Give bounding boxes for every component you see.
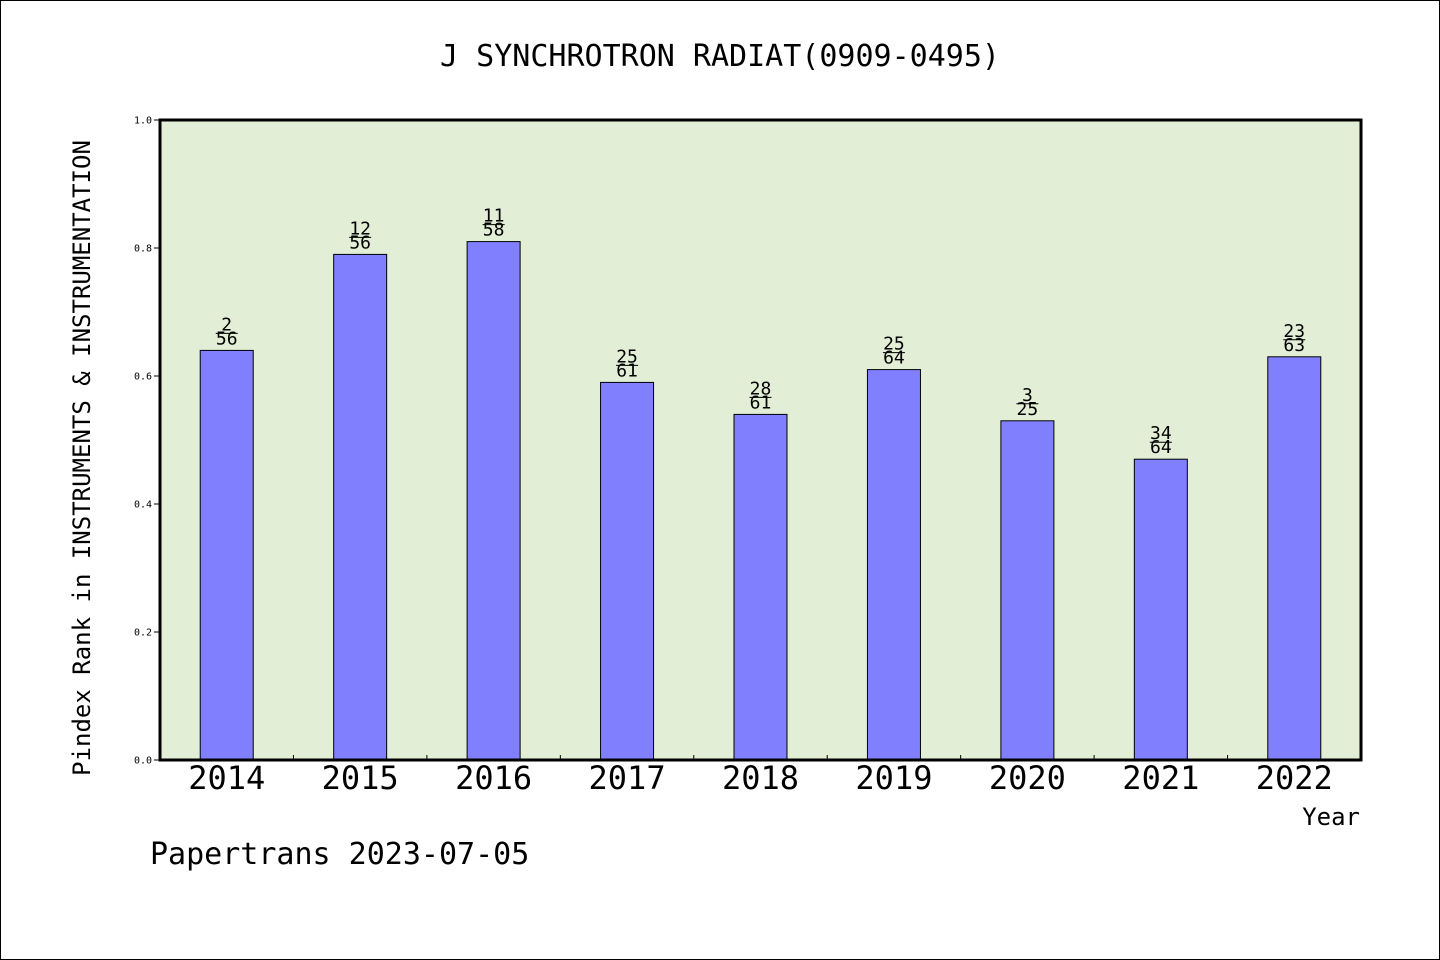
- y-axis-label: Pindex Rank in INSTRUMENTS & INSTRUMENTA…: [68, 140, 96, 776]
- x-tick-label-2022: 2022: [1256, 759, 1333, 797]
- bar-2020: [1000, 420, 1055, 761]
- total-label-2017: 61: [616, 360, 638, 381]
- y-tick-label-0.4: 0.4: [134, 500, 152, 511]
- bar-2015: [333, 253, 388, 761]
- y-tick-label-0.6: 0.6: [134, 372, 152, 383]
- total-label-2020: 25: [1017, 399, 1039, 420]
- total-label-2021: 64: [1150, 437, 1172, 458]
- total-label-2014: 56: [216, 328, 238, 349]
- rank-label-2017: 25: [616, 346, 638, 367]
- x-tick-label-2020: 2020: [989, 759, 1066, 797]
- y-tick-label-1.0: 1.0: [134, 116, 152, 127]
- y-tick-label-0.8: 0.8: [134, 244, 152, 255]
- chart-title: J SYNCHROTRON RADIAT(0909-0495): [440, 39, 1000, 74]
- bar-2018: [733, 413, 788, 761]
- x-tick-label-2017: 2017: [589, 759, 666, 797]
- x-tick-label-2015: 2015: [322, 759, 399, 797]
- y-tick-label-0.0: 0.0: [134, 756, 152, 767]
- rank-label-2015: 12: [349, 218, 371, 239]
- rank-label-2016: 11: [483, 206, 505, 227]
- bar-2021: [1133, 458, 1188, 761]
- bar-2014: [199, 349, 254, 761]
- bar-2019: [866, 369, 921, 761]
- total-label-2016: 58: [483, 220, 505, 241]
- rank-label-2018: 28: [750, 378, 772, 399]
- axis-ticks: 2014 2015 2016 2017 2018 2019 2020 2021 2022 0.0 0…: [134, 116, 1333, 798]
- rank-label-2014: 2: [221, 314, 232, 335]
- plot-border: [158, 118, 1363, 762]
- total-label-2022: 63: [1283, 335, 1305, 356]
- total-label-2015: 56: [349, 232, 371, 253]
- x-tick-label-2018: 2018: [722, 759, 799, 797]
- total-label-2018: 61: [750, 392, 772, 413]
- bar-2022: [1267, 356, 1322, 761]
- total-label-2019: 64: [883, 348, 905, 369]
- rank-label-2020: 3: [1022, 385, 1033, 406]
- x-axis-label: Year: [1302, 803, 1360, 831]
- y-tick-label-0.2: 0.2: [134, 628, 152, 639]
- x-tick-label-2014: 2014: [188, 759, 265, 797]
- footer-text: Papertrans 2023-07-05: [150, 837, 529, 872]
- bar-2016: [466, 241, 521, 761]
- x-tick-label-2019: 2019: [855, 759, 932, 797]
- rank-label-2021: 34: [1150, 423, 1172, 444]
- bar-2017: [600, 381, 655, 761]
- rank-label-2022: 23: [1283, 321, 1305, 342]
- x-tick-label-2021: 2021: [1122, 759, 1199, 797]
- x-tick-label-2016: 2016: [455, 759, 532, 797]
- rank-label-2019: 25: [883, 334, 905, 355]
